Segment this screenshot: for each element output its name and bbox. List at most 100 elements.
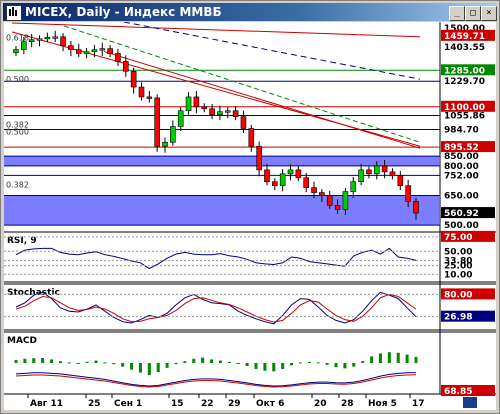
indicator-axis-label: 33.80: [444, 257, 472, 267]
price-axis-label: 1055.86: [444, 111, 485, 121]
chart-app-icon: [6, 5, 22, 21]
price-axis-label: 1459.71: [444, 32, 485, 42]
price-candle: [115, 53, 121, 62]
price-candle: [44, 37, 51, 40]
price-candle: [83, 51, 90, 54]
indicator-axis-label: 75.00: [444, 233, 472, 243]
price-candle: [405, 185, 411, 202]
macd-histogram-bar: [361, 361, 365, 363]
macd-histogram-bar: [370, 356, 374, 363]
price-label-highlight: [441, 141, 495, 153]
price-axis-label: 1403.55: [444, 43, 485, 53]
time-axis-label: Окт 6: [256, 399, 284, 409]
minimize-button[interactable]: _: [449, 6, 465, 21]
price-candle: [279, 173, 286, 186]
time-axis-label: Ноя 5: [368, 399, 397, 409]
macd-histogram-bar: [183, 361, 187, 363]
price-candle: [99, 48, 106, 51]
macd-histogram-bar: [14, 360, 18, 363]
macd-signal-line: [15, 374, 417, 388]
price-candle: [326, 195, 333, 206]
indicator-label-highlight: [441, 310, 495, 322]
price-axis-label: 560.92: [444, 209, 479, 219]
time-axis-label: 15: [171, 399, 184, 409]
macd-histogram-bar: [334, 363, 338, 368]
price-axis-label: 800.00: [444, 162, 479, 172]
fib-level-label: 0.382: [6, 121, 29, 130]
macd-histogram-bar: [210, 359, 214, 363]
macd-histogram-bar: [41, 357, 45, 363]
time-axis-label: 22: [201, 399, 214, 409]
macd-histogram-bar: [307, 361, 311, 363]
window-title: MICEX, Daily - Индекс ММВБ: [25, 5, 222, 19]
price-candle: [107, 48, 113, 54]
price-candle: [334, 205, 341, 210]
price-candle: [303, 177, 309, 188]
stochastic-d-line: [15, 293, 417, 323]
stochastic-k-line: [15, 291, 417, 325]
price-candle: [193, 96, 200, 108]
indicator-label-highlight: [441, 385, 495, 396]
price-axis-label: 1285.00: [444, 66, 485, 76]
panel-label-bg: [5, 234, 45, 245]
fib-level-label: 0.382: [6, 181, 29, 190]
macd-histogram-bar: [32, 358, 36, 363]
price-candle: [130, 70, 137, 88]
macd-histogram-bar: [85, 361, 89, 363]
close-button[interactable]: ×: [481, 6, 497, 21]
price-axis-label: 984.70: [444, 126, 479, 136]
price-candle: [256, 145, 262, 171]
price-axis-label: 895.52: [444, 143, 479, 153]
macd-histogram-bar: [263, 363, 267, 371]
macd-histogram-bar: [156, 363, 160, 372]
indicator-axis-label: 50.00: [444, 247, 472, 257]
macd-histogram-bar: [298, 362, 302, 364]
time-axis-label: Сен 1: [114, 399, 142, 409]
panel-label-bg: [5, 334, 37, 345]
price-label-highlight: [441, 100, 495, 112]
macd-histogram-bar: [121, 363, 125, 367]
macd-histogram-bar: [387, 352, 391, 363]
indicator-axis-label: 26.98: [444, 313, 472, 323]
macd-histogram-bar: [174, 363, 178, 365]
macd-histogram-bar: [201, 357, 205, 363]
price-candle: [389, 171, 396, 177]
price-candle: [342, 191, 349, 210]
time-axis-label: Авг 11: [30, 399, 63, 409]
indicator-axis-label: 80.00: [444, 290, 472, 300]
macd-histogram-bar: [165, 363, 169, 368]
macd-line: [15, 372, 417, 387]
price-candle: [381, 165, 388, 173]
price-candle: [311, 187, 317, 193]
maximize-button[interactable]: □: [465, 6, 481, 21]
price-candle: [240, 116, 247, 129]
price-candle: [248, 128, 255, 147]
price-candle: [123, 61, 129, 72]
shaded-level-band: [4, 195, 440, 226]
moving-average-line: [123, 22, 421, 80]
price-candle: [170, 126, 176, 143]
title-bar[interactable]: MICEX, Daily - Индекс ММВБ _ □ ×: [3, 3, 497, 21]
macd-histogram-bar: [343, 363, 347, 369]
price-candle: [185, 96, 192, 112]
indicator-axis-label: 25.00: [444, 262, 472, 272]
chart-corner-icon: [463, 397, 477, 408]
price-axis-label: 650.00: [444, 192, 479, 202]
price-chart-svg[interactable]: 0.6180.5000.3820.5000.3821500.001459.711…: [4, 22, 496, 410]
fib-level-label: 0.500: [6, 75, 29, 84]
macd-histogram-bar: [396, 352, 400, 363]
panel-title: RSI, 9: [7, 236, 37, 246]
chart-area[interactable]: 0.618 0.500 0.382 0.500 0.382 1500.00 1459.71 1…: [4, 22, 496, 410]
price-candle: [138, 86, 145, 98]
macd-histogram-bar: [414, 357, 418, 363]
price-candle: [224, 110, 231, 113]
price-candle: [21, 41, 27, 50]
macd-histogram-bar: [147, 363, 151, 375]
macd-histogram-bar: [112, 363, 116, 365]
price-candle: [264, 169, 270, 183]
price-candle: [52, 36, 59, 39]
indicator-axis-label: 68.85: [444, 387, 472, 397]
shaded-level-band: [4, 156, 440, 166]
price-candle: [209, 108, 215, 115]
